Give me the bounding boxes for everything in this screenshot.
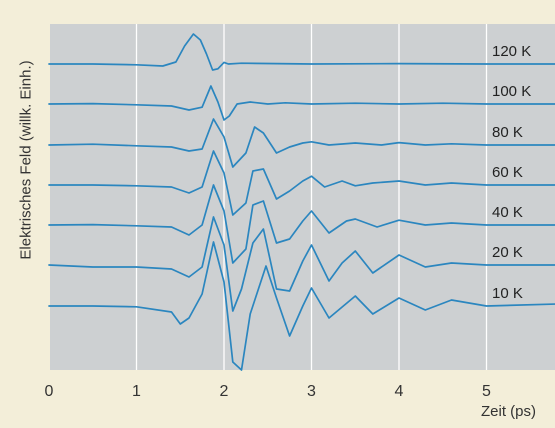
series-line <box>48 216 555 312</box>
x-tick-label: 1 <box>132 383 141 400</box>
series-line <box>48 241 555 371</box>
x-tick-label: 0 <box>45 383 54 400</box>
x-tick-label: 5 <box>482 383 491 400</box>
series-label: 80 K <box>492 124 523 141</box>
series-label: 120 K <box>492 43 531 60</box>
series-line <box>48 118 555 168</box>
series-label: 60 K <box>492 164 523 181</box>
series-label: 10 K <box>492 285 523 302</box>
series-line <box>48 33 555 71</box>
plot-area <box>50 24 555 370</box>
series-label: 40 K <box>492 204 523 221</box>
x-tick-label: 2 <box>220 383 229 400</box>
series-label: 100 K <box>492 83 531 100</box>
x-tick-label: 3 <box>307 383 316 400</box>
series-line <box>48 85 555 121</box>
x-tick-label: 4 <box>395 383 404 400</box>
series-line <box>48 184 555 264</box>
y-axis-label: Elektrisches Feld (willk. Einh.) <box>17 60 35 260</box>
series-label: 20 K <box>492 244 523 261</box>
series-line <box>48 150 555 216</box>
x-axis-label: Zeit (ps) <box>481 403 536 420</box>
